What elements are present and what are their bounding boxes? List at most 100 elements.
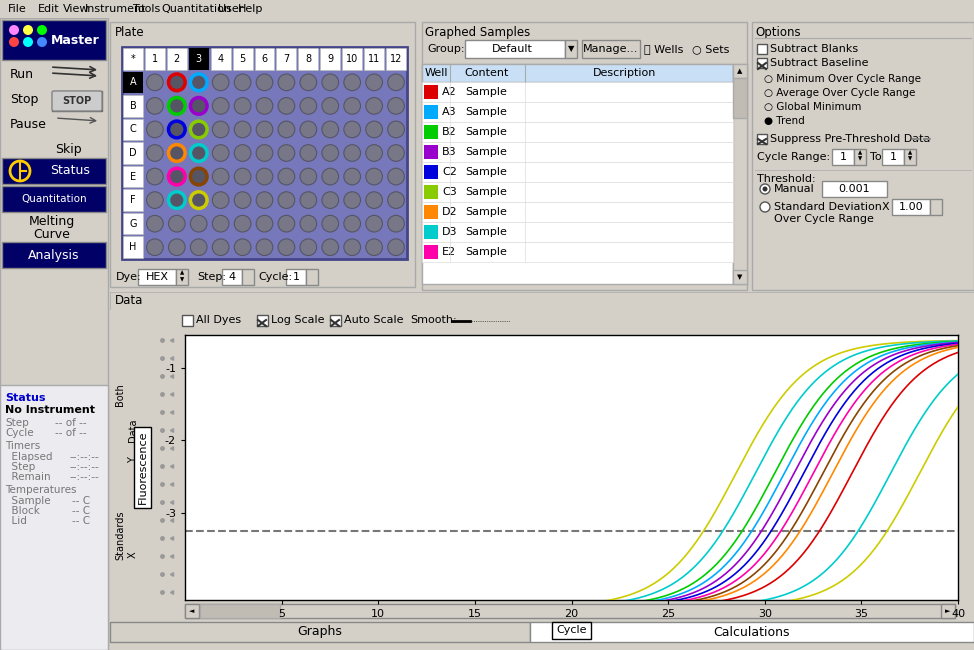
Text: Content: Content bbox=[465, 68, 509, 78]
Text: No Instrument: No Instrument bbox=[5, 405, 95, 415]
Circle shape bbox=[279, 74, 295, 90]
Bar bbox=[138, 269, 176, 285]
Text: ○ Average Over Cycle Range: ○ Average Over Cycle Range bbox=[764, 88, 916, 98]
Text: H: H bbox=[130, 242, 136, 252]
Bar bbox=[110, 622, 530, 642]
Text: Group:: Group: bbox=[427, 44, 465, 54]
Circle shape bbox=[9, 25, 19, 35]
Circle shape bbox=[760, 184, 770, 194]
Bar bbox=[757, 134, 767, 144]
Circle shape bbox=[212, 121, 229, 138]
Text: ○ Global Minimum: ○ Global Minimum bbox=[764, 102, 861, 112]
Text: Cycle Range:: Cycle Range: bbox=[757, 152, 830, 162]
Bar bbox=[257, 315, 268, 326]
Text: 1: 1 bbox=[152, 54, 158, 64]
Bar bbox=[422, 242, 733, 262]
Text: ◄: ◄ bbox=[189, 608, 195, 614]
Circle shape bbox=[256, 145, 273, 161]
Text: Block: Block bbox=[5, 506, 40, 516]
Bar bbox=[286, 269, 306, 285]
Bar bbox=[200, 604, 280, 618]
Circle shape bbox=[190, 121, 207, 138]
Circle shape bbox=[300, 168, 317, 185]
Text: 12: 12 bbox=[390, 54, 402, 64]
Bar bbox=[123, 95, 143, 116]
Text: Stop: Stop bbox=[10, 94, 38, 107]
Circle shape bbox=[366, 98, 383, 114]
Bar bbox=[298, 48, 318, 70]
Bar bbox=[424, 125, 438, 139]
Circle shape bbox=[344, 215, 360, 232]
Bar bbox=[422, 102, 733, 122]
Circle shape bbox=[146, 145, 164, 161]
Text: Sample: Sample bbox=[465, 127, 506, 137]
Circle shape bbox=[212, 74, 229, 90]
Text: ►: ► bbox=[946, 608, 951, 614]
Circle shape bbox=[212, 192, 229, 209]
Bar bbox=[757, 58, 767, 68]
Bar bbox=[386, 48, 406, 70]
Text: ▼: ▼ bbox=[737, 274, 743, 280]
Text: ▲: ▲ bbox=[908, 151, 912, 155]
Text: Options: Options bbox=[755, 26, 801, 39]
Text: 9: 9 bbox=[327, 54, 333, 64]
Bar bbox=[941, 604, 955, 618]
Circle shape bbox=[366, 121, 383, 138]
Text: Curve: Curve bbox=[33, 227, 70, 240]
Text: ▼: ▼ bbox=[568, 44, 575, 53]
Circle shape bbox=[322, 121, 339, 138]
Bar bbox=[0, 0, 974, 18]
Circle shape bbox=[190, 98, 207, 114]
Circle shape bbox=[388, 168, 404, 185]
Text: 1: 1 bbox=[889, 152, 896, 162]
Bar bbox=[123, 166, 143, 187]
Text: B3: B3 bbox=[442, 147, 457, 157]
Text: ○ Sets: ○ Sets bbox=[692, 44, 730, 54]
Circle shape bbox=[234, 121, 251, 138]
Bar bbox=[110, 292, 974, 310]
Bar bbox=[222, 269, 242, 285]
Circle shape bbox=[388, 239, 404, 255]
Text: ⦿ Wells: ⦿ Wells bbox=[644, 44, 684, 54]
Text: Sample: Sample bbox=[465, 167, 506, 177]
Circle shape bbox=[9, 37, 19, 47]
Bar bbox=[422, 64, 733, 284]
Bar bbox=[733, 270, 747, 284]
Text: File: File bbox=[8, 4, 26, 14]
Text: 1: 1 bbox=[840, 152, 846, 162]
Text: Graphed Samples: Graphed Samples bbox=[425, 26, 530, 39]
Circle shape bbox=[322, 215, 339, 232]
Text: Master: Master bbox=[51, 34, 99, 47]
Circle shape bbox=[388, 98, 404, 114]
Bar bbox=[185, 604, 955, 618]
Bar bbox=[110, 620, 974, 642]
Circle shape bbox=[388, 145, 404, 161]
Circle shape bbox=[344, 145, 360, 161]
Bar bbox=[123, 72, 143, 93]
Bar bbox=[424, 185, 438, 199]
Circle shape bbox=[256, 98, 273, 114]
Circle shape bbox=[37, 37, 47, 47]
Text: Manual: Manual bbox=[774, 184, 814, 194]
Circle shape bbox=[146, 215, 164, 232]
Bar bbox=[2, 20, 106, 60]
Text: 8: 8 bbox=[305, 54, 312, 64]
Text: To: To bbox=[870, 152, 881, 162]
Bar bbox=[530, 622, 974, 642]
Text: A3: A3 bbox=[442, 107, 457, 117]
Text: ● Trend: ● Trend bbox=[764, 116, 805, 126]
Bar bbox=[892, 199, 930, 215]
Text: Data: Data bbox=[115, 294, 143, 307]
Text: User: User bbox=[218, 4, 244, 14]
Bar bbox=[854, 149, 866, 165]
Text: --:--:--: --:--:-- bbox=[70, 462, 99, 472]
Circle shape bbox=[300, 74, 317, 90]
Circle shape bbox=[190, 74, 207, 90]
Bar bbox=[424, 225, 438, 239]
Circle shape bbox=[146, 98, 164, 114]
Bar bbox=[422, 202, 733, 222]
Circle shape bbox=[279, 192, 295, 209]
Text: Graphs: Graphs bbox=[298, 625, 343, 638]
Circle shape bbox=[169, 239, 185, 255]
Text: Auto Scale: Auto Scale bbox=[344, 315, 403, 325]
